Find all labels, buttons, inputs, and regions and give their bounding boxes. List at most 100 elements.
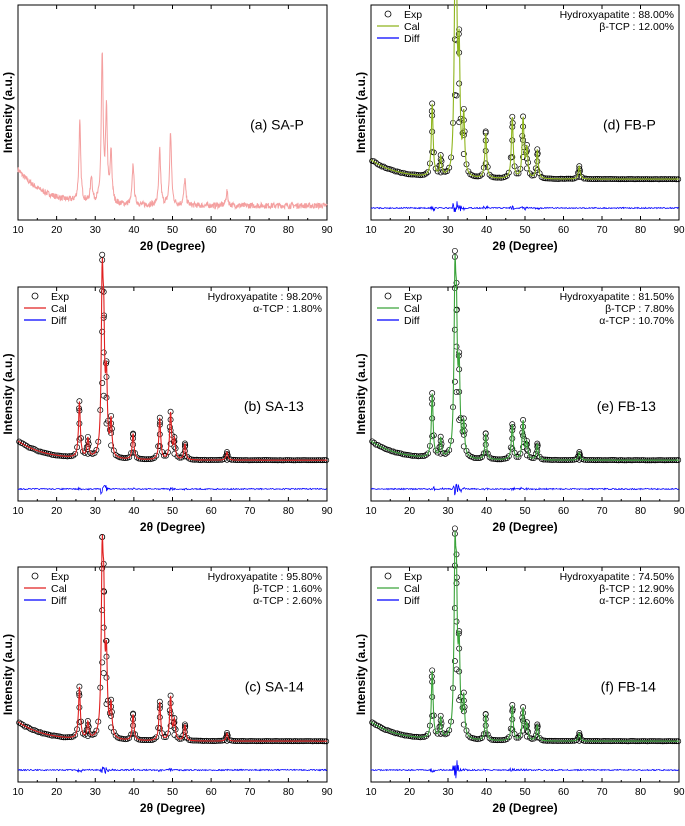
exp-point [576, 730, 583, 736]
x-tick-label: 80 [283, 225, 295, 236]
cal-line [17, 52, 328, 211]
exp-point [171, 724, 178, 731]
phase-fraction: β-TCP : 7.80% [605, 303, 674, 315]
legend-label-cal: Cal [404, 583, 420, 595]
x-tick-label: 60 [558, 225, 570, 236]
x-tick-label: 60 [558, 787, 570, 798]
exp-point [429, 415, 436, 422]
exp-point [103, 394, 110, 401]
cal-line [370, 530, 679, 742]
exp-point [520, 717, 527, 724]
exp-point [81, 731, 88, 738]
exp-point [453, 343, 460, 350]
x-axis-label: 2θ (Degree) [492, 520, 557, 534]
exp-point [72, 731, 79, 738]
legend-label-cal: Cal [51, 583, 67, 595]
exp-point [371, 158, 378, 165]
exp-point [151, 736, 158, 742]
exp-point [515, 453, 522, 460]
legend-label-exp: Exp [404, 291, 422, 303]
exp-point [108, 724, 115, 731]
exp-point [224, 734, 230, 741]
exp-point [517, 732, 524, 739]
x-tick-label: 80 [635, 225, 647, 236]
exp-point [520, 432, 527, 439]
legend-label-exp: Exp [51, 571, 69, 583]
x-tick-label: 70 [244, 506, 256, 517]
x-tick-label: 80 [635, 506, 647, 517]
exp-point [103, 674, 110, 681]
y-axis-label: Intensity (a.u.) [1, 353, 15, 434]
exp-point [503, 172, 510, 179]
exp-point [382, 727, 389, 734]
x-tick-label: 90 [673, 506, 685, 517]
exp-point [509, 716, 516, 723]
exp-point [425, 168, 431, 175]
y-axis-label: Intensity (a.u.) [1, 72, 15, 153]
phase-fraction: Hydroxyapatite : 88.00% [560, 9, 674, 21]
exp-point [76, 420, 83, 427]
x-tick-label: 60 [558, 506, 570, 517]
exp-point [91, 731, 98, 737]
exp-point [76, 436, 83, 443]
exp-point [505, 169, 512, 176]
x-axis-label: 2θ (Degree) [140, 801, 205, 815]
exp-points [369, 525, 682, 745]
exp-point [460, 443, 467, 450]
y-axis-label: Intensity (a.u.) [354, 634, 368, 715]
cal-line [17, 257, 327, 461]
x-tick-label: 40 [481, 225, 493, 236]
exp-point [536, 453, 543, 460]
exp-point [76, 719, 83, 726]
exp-point [224, 449, 230, 456]
exp-point [434, 449, 441, 456]
exp-point [126, 734, 133, 741]
exp-point [482, 441, 489, 448]
exp-point [429, 433, 436, 440]
legend-label-diff: Diff [51, 315, 67, 327]
exp-point [509, 154, 516, 161]
legend-label-cal: Cal [404, 303, 420, 315]
x-tick-label: 50 [167, 506, 179, 517]
phase-fraction: α-TCP : 1.80% [253, 303, 322, 315]
x-axis-label: 2θ (Degree) [140, 520, 205, 534]
exp-point [486, 454, 493, 461]
exp-point [456, 697, 463, 704]
legend-exp-symbol [384, 572, 392, 580]
diff-line [370, 760, 680, 779]
exp-point [130, 722, 137, 729]
exp-point [153, 734, 160, 741]
sample-label: (a) SA-P [250, 117, 304, 133]
exp-point [84, 726, 91, 733]
phase-fraction: Hydroxyapatite : 74.50% [560, 571, 674, 583]
exp-point [224, 730, 230, 736]
x-tick-label: 70 [596, 506, 608, 517]
exp-point [579, 174, 585, 181]
x-tick-label: 80 [283, 787, 295, 798]
x-tick-label: 60 [206, 225, 218, 236]
exp-point [460, 708, 467, 715]
exp-point [520, 137, 527, 144]
exp-point [453, 389, 460, 396]
exp-point [478, 454, 485, 460]
exp-point [534, 167, 541, 174]
exp-point [527, 170, 533, 177]
sample-label: (f) FB-14 [601, 679, 656, 695]
x-tick-label: 50 [519, 787, 531, 798]
exp-point [103, 420, 110, 427]
exp-point [509, 726, 516, 733]
exp-point [130, 730, 137, 737]
exp-point [151, 454, 158, 461]
x-tick-label: 40 [128, 506, 140, 517]
exp-point [509, 435, 516, 442]
exp-point [116, 454, 123, 461]
x-tick-label: 30 [442, 787, 454, 798]
x-tick-label: 80 [635, 787, 647, 798]
x-tick-label: 50 [519, 506, 531, 517]
exp-point [100, 624, 107, 631]
exp-point [505, 453, 512, 460]
exp-point [99, 659, 106, 666]
